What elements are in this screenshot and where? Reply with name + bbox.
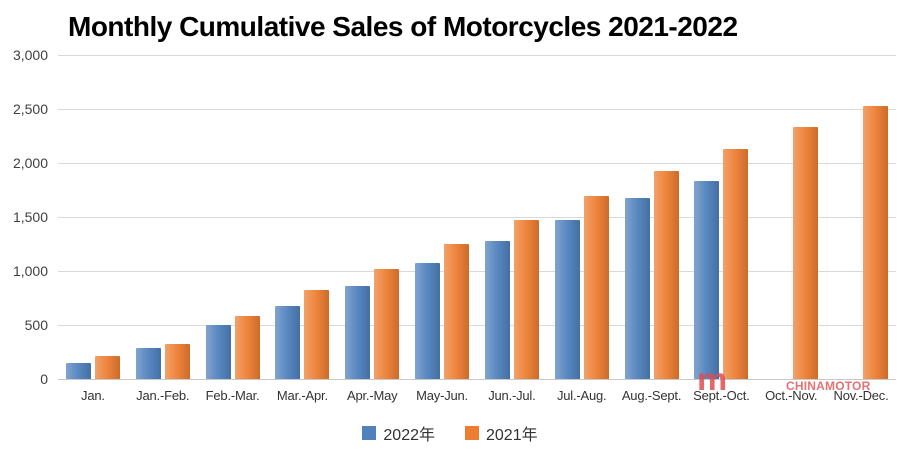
x-axis-label: Jan.-Feb.: [136, 388, 190, 403]
bar-group-nov-dec: [826, 55, 896, 379]
bar-2022-1: [65, 362, 91, 379]
y-tick-label: 1,500: [12, 209, 48, 225]
bar-group-jun-jul: [477, 55, 547, 379]
bar-slot: [345, 55, 371, 379]
legend: 2022年 2021年: [0, 421, 900, 445]
bar-group-feb-mar: [198, 55, 268, 379]
legend-label: 2021年: [486, 427, 538, 444]
bar-2021-6: [444, 244, 470, 379]
y-tick-label: 2,500: [12, 101, 48, 117]
bar-2022-3: [205, 325, 231, 379]
gridline-2500: [58, 109, 896, 110]
bar-slot: [304, 55, 330, 379]
plot-area: [58, 55, 896, 380]
bar-group-jan-feb: [128, 55, 198, 379]
bar-slot: [834, 55, 859, 379]
bar-2022-8: [554, 220, 580, 379]
bar-group-aug-sept: [617, 55, 687, 379]
bar-slot: [863, 55, 889, 379]
x-axis-label: Oct.-Nov.: [765, 388, 818, 403]
x-axis-label: Jul.-Aug.: [556, 388, 607, 403]
x-axis-labels: Jan. Jan.-Feb. Feb.-Mar. Mar.-Apr. Apr.-May M…: [58, 388, 896, 403]
x-axis-label: Jan.: [81, 388, 105, 403]
bar-slot: [694, 55, 720, 379]
legend-item-2021: 2021年: [465, 421, 538, 445]
bar-slot: [513, 55, 539, 379]
legend-swatch-icon: [465, 426, 479, 440]
bar-slot: [135, 55, 161, 379]
x-axis-label: Apr.-May: [347, 388, 398, 403]
bar-2021-10: [723, 148, 749, 379]
bar-2022-5: [345, 286, 371, 379]
bar-2022-9: [624, 197, 650, 379]
bar-slot: [554, 55, 580, 379]
y-tick-label: 0: [40, 371, 48, 387]
watermark-text: CHINAMOTOR: [786, 379, 871, 393]
bar-group-mar-apr: [267, 55, 337, 379]
gridline-0: [58, 379, 896, 380]
x-axis-label: Nov.-Dec.: [833, 388, 889, 403]
bar-2021-2: [164, 344, 190, 379]
bar-slot: [793, 55, 819, 379]
y-tick-label: 2,000: [12, 155, 48, 171]
bar-slot: [94, 55, 120, 379]
bar-slot: [624, 55, 650, 379]
bar-2022-2: [135, 347, 161, 379]
y-tick-label: 500: [24, 317, 48, 333]
legend-swatch-icon: [362, 426, 377, 440]
x-axis-label: Jun.-Jul.: [488, 388, 536, 403]
bar-2021-8: [583, 196, 609, 379]
bar-2021-3: [234, 316, 260, 379]
bar-slot: [374, 55, 400, 379]
gridline-1000: [58, 271, 896, 272]
bar-slot: [234, 55, 260, 379]
bar-2021-7: [513, 220, 539, 379]
bar-slot: [444, 55, 470, 379]
gridline-2000: [58, 163, 896, 164]
watermark-logo-icon: m: [697, 362, 728, 398]
bar-2021-5: [374, 268, 400, 379]
bar-slot: [653, 55, 679, 379]
bar-slot: [205, 55, 231, 379]
bar-slot: [415, 55, 441, 379]
bar-group-oct-nov: [756, 55, 826, 379]
bar-slot: [764, 55, 789, 379]
bar-2021-12: [863, 105, 889, 379]
gridline-1500: [58, 217, 896, 218]
gridline-3000: [58, 55, 896, 56]
y-tick-label: 1,000: [12, 263, 48, 279]
x-axis-label: Sept.-Oct.: [693, 388, 750, 403]
x-axis-label: Feb.-Mar.: [205, 388, 260, 403]
bar-group-sept-oct: [686, 55, 756, 379]
bar-2021-9: [653, 170, 679, 379]
bar-2021-4: [304, 290, 330, 379]
bar-group-apr-may: [337, 55, 407, 379]
legend-item-2022: 2022年: [362, 421, 435, 445]
legend-label: 2022年: [383, 427, 435, 444]
x-axis-label: Mar.-Apr.: [276, 388, 328, 403]
bar-2021-11: [793, 127, 819, 379]
chart-title: Monthly Cumulative Sales of Motorcycles …: [68, 11, 738, 42]
bar-2022-7: [484, 240, 510, 379]
bar-slot: [65, 55, 91, 379]
bar-2022-6: [415, 263, 441, 379]
bar-slot: [164, 55, 190, 379]
bar-slot: [275, 55, 301, 379]
bar-slot: [723, 55, 749, 379]
bar-slot: [484, 55, 510, 379]
y-tick-label: 3,000: [12, 47, 48, 63]
bar-slot: [583, 55, 609, 379]
gridline-500: [58, 325, 896, 326]
bar-group-jan: [58, 55, 128, 379]
x-axis-label: Aug.-Sept.: [621, 388, 682, 403]
bar-group-jul-aug: [547, 55, 617, 379]
bar-groups: [58, 55, 896, 379]
bar-2022-10: [694, 181, 720, 379]
bar-2021-1: [94, 356, 120, 379]
x-axis-label: May-Jun.: [416, 388, 468, 403]
bar-2022-4: [275, 305, 301, 379]
bar-group-may-jun: [407, 55, 477, 379]
